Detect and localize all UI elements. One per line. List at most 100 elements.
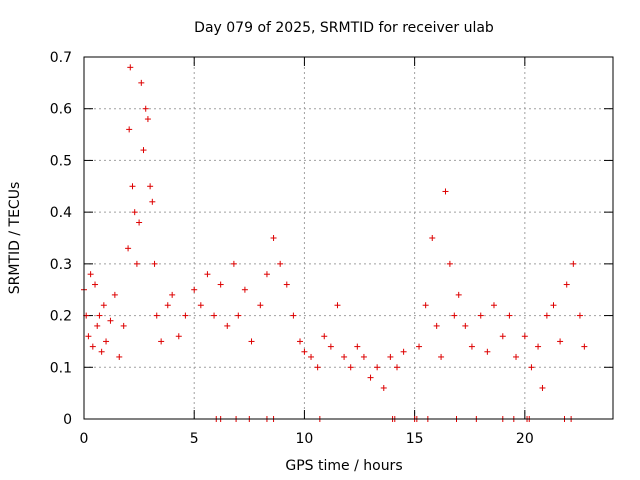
data-point-plus — [570, 260, 577, 267]
data-point-plus — [100, 302, 107, 309]
data-point-plus — [144, 116, 151, 123]
data-point-plus — [581, 343, 588, 350]
data-point-plus — [528, 364, 535, 371]
y-tick-label: 0.2 — [50, 309, 72, 325]
data-point-plus — [98, 348, 105, 355]
plot-area-frame — [83, 56, 614, 420]
data-point-plus — [138, 79, 145, 86]
data-point-plus — [182, 312, 189, 319]
data-point-plus — [153, 312, 160, 319]
data-point-plus — [468, 343, 475, 350]
chart-title: Day 079 of 2025, SRMTID for receiver ula… — [194, 20, 494, 36]
data-point-plus — [164, 302, 171, 309]
data-point-plus — [446, 260, 453, 267]
data-point-plus — [535, 343, 542, 350]
data-point-plus — [277, 260, 284, 267]
data-point-plus — [477, 312, 484, 319]
tick-labels: 0 5 10 15 20 0 0.1 0.2 0.3 0.4 0.5 0.6 0.7 — [50, 50, 534, 447]
data-point-plus — [230, 260, 237, 267]
data-point-plus — [521, 333, 528, 340]
data-point-plus — [484, 348, 491, 355]
data-point-plus — [341, 353, 348, 360]
axis-ticks — [83, 56, 613, 420]
data-point-plus — [283, 281, 290, 288]
data-point-plus — [133, 260, 140, 267]
data-point-plus — [327, 343, 334, 350]
data-point-plus — [513, 353, 520, 360]
data-point-plus — [557, 338, 564, 345]
data-point-plus — [506, 312, 513, 319]
data-point-plus — [191, 286, 198, 293]
data-point-plus — [263, 271, 270, 278]
data-point-plus — [147, 183, 154, 190]
data-point-plus — [490, 302, 497, 309]
data-point-plus — [94, 322, 101, 329]
y-tick-label: 0.1 — [50, 360, 72, 376]
data-point-plus — [442, 188, 449, 195]
data-point-plus — [89, 343, 96, 350]
data-point-plus — [140, 147, 147, 154]
x-tick-label: 5 — [190, 431, 199, 447]
data-point-plus — [462, 322, 469, 329]
data-point-plus — [543, 312, 550, 319]
data-point-plus — [422, 302, 429, 309]
data-point-plus — [120, 322, 127, 329]
data-point-plus — [563, 281, 570, 288]
y-tick-label: 0.6 — [50, 102, 72, 118]
data-point-plus — [103, 338, 110, 345]
data-point-plus — [499, 333, 506, 340]
data-point-plus — [367, 374, 374, 381]
data-point-plus — [290, 312, 297, 319]
data-point-plus — [151, 260, 158, 267]
y-tick-label: 0.4 — [50, 205, 72, 221]
data-point-plus — [125, 245, 132, 252]
data-point-plus — [360, 353, 367, 360]
data-point-plus — [136, 219, 143, 226]
y-tick-label: 0.3 — [50, 257, 72, 273]
x-tick-label: 15 — [406, 431, 424, 447]
data-point-plus — [111, 291, 118, 298]
data-point-plus — [142, 105, 149, 112]
data-point-plus — [257, 302, 264, 309]
data-point-plus — [321, 333, 328, 340]
data-point-plus — [400, 348, 407, 355]
data-point-plus — [455, 291, 462, 298]
data-point-plus — [92, 281, 99, 288]
data-point-plus — [429, 235, 436, 241]
data-point-plus — [126, 126, 133, 133]
data-point-plus — [416, 343, 423, 350]
data-point-plus — [197, 302, 204, 309]
y-axis-label: SRMTID / TECUs — [7, 182, 23, 295]
data-point-plus — [539, 384, 546, 391]
data-point-plus — [248, 338, 255, 345]
data-point-plus — [270, 235, 277, 241]
data-point-plus — [550, 302, 557, 309]
data-point-plus — [169, 291, 176, 298]
data-point-plus — [116, 353, 123, 360]
data-point-plus — [129, 183, 136, 190]
data-point-plus — [158, 338, 165, 345]
data-point-plus — [438, 353, 445, 360]
x-tick-label: 20 — [516, 431, 534, 447]
data-point-plus — [149, 198, 156, 205]
y-tick-label: 0.5 — [50, 153, 72, 169]
data-point-plus — [301, 348, 308, 355]
y-tick-label: 0.7 — [50, 50, 72, 66]
data-point-plus — [380, 384, 387, 391]
data-point-plus — [451, 312, 458, 319]
grid-lines — [84, 56, 613, 419]
data-point-plus — [96, 312, 103, 319]
data-point-plus — [85, 333, 92, 340]
data-point-plus — [211, 312, 218, 319]
data-point-plus — [334, 302, 341, 309]
data-point-plus — [433, 322, 440, 329]
data-point-plus — [308, 353, 315, 360]
data-point-plus — [387, 353, 394, 360]
data-point-plus — [347, 364, 354, 371]
data-point-plus — [241, 286, 248, 293]
data-point-plus — [354, 343, 361, 350]
data-point-plus — [374, 364, 381, 371]
data-point-plus — [314, 364, 321, 371]
